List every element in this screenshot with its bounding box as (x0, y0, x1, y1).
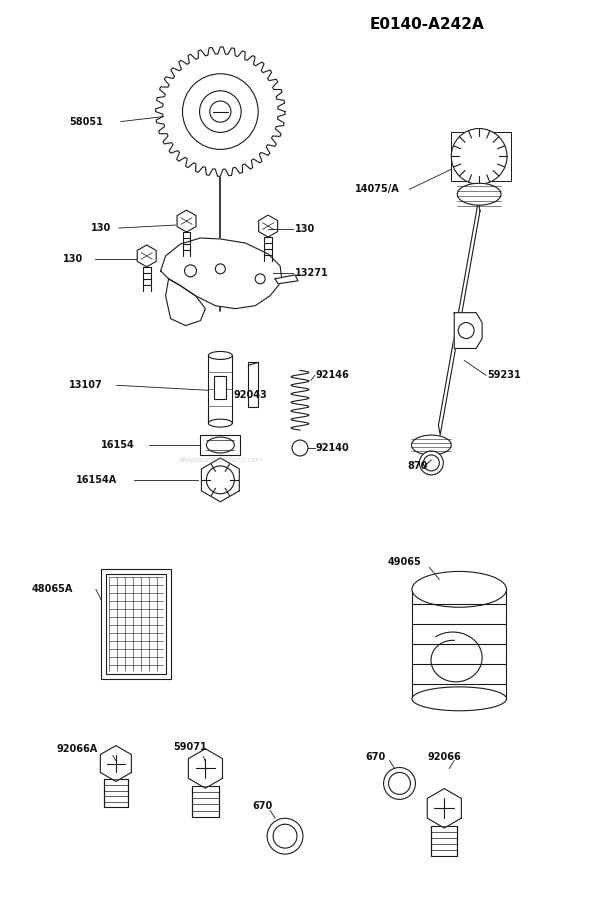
Ellipse shape (208, 419, 232, 428)
Polygon shape (427, 788, 461, 828)
Text: 58051: 58051 (69, 117, 103, 127)
Circle shape (215, 264, 225, 274)
Text: eReplacementParts.com: eReplacementParts.com (178, 457, 263, 463)
Text: 130: 130 (63, 254, 83, 264)
Circle shape (389, 772, 411, 795)
Polygon shape (188, 749, 222, 788)
Circle shape (185, 265, 196, 277)
Text: 48065A: 48065A (31, 584, 73, 594)
Text: 14075/A: 14075/A (355, 184, 399, 194)
Text: 670: 670 (366, 752, 386, 761)
Text: 92066A: 92066A (56, 743, 97, 753)
Text: 59231: 59231 (487, 371, 521, 381)
Polygon shape (156, 47, 285, 176)
Circle shape (273, 824, 297, 848)
Text: 92066: 92066 (427, 752, 461, 761)
Polygon shape (137, 245, 156, 267)
Polygon shape (166, 279, 205, 326)
Bar (451, 131, 511, 181)
Bar (412, 590, 506, 698)
Circle shape (451, 129, 507, 184)
Text: 49065: 49065 (388, 557, 421, 568)
Text: 16154A: 16154A (76, 475, 117, 485)
Ellipse shape (412, 687, 506, 711)
Polygon shape (438, 202, 480, 435)
Text: 59071: 59071 (173, 742, 207, 751)
Circle shape (458, 322, 474, 338)
Circle shape (267, 818, 303, 854)
Polygon shape (177, 210, 196, 232)
Text: 92146: 92146 (316, 371, 350, 381)
Bar (101, 570, 171, 679)
Bar (248, 363, 258, 407)
Ellipse shape (411, 435, 451, 455)
Text: 130: 130 (91, 223, 112, 233)
Text: 670: 670 (252, 801, 273, 811)
Circle shape (182, 74, 258, 149)
Bar (214, 376, 227, 400)
Polygon shape (454, 312, 482, 348)
Text: 13107: 13107 (69, 381, 103, 391)
Circle shape (255, 274, 265, 284)
Bar (431, 826, 457, 857)
Circle shape (206, 466, 234, 494)
Polygon shape (160, 238, 282, 309)
Polygon shape (258, 215, 278, 237)
Circle shape (292, 440, 308, 456)
Bar (208, 356, 232, 423)
Bar (201, 435, 240, 455)
Text: 16154: 16154 (101, 440, 135, 450)
Text: 870: 870 (408, 461, 428, 471)
Circle shape (384, 768, 415, 799)
Circle shape (419, 451, 443, 475)
Text: 92043: 92043 (233, 391, 267, 401)
Polygon shape (201, 458, 240, 502)
Polygon shape (100, 745, 132, 781)
Circle shape (210, 101, 231, 122)
Ellipse shape (457, 184, 501, 205)
Bar (104, 779, 128, 807)
Text: 92140: 92140 (316, 443, 350, 453)
Circle shape (199, 91, 241, 132)
Polygon shape (275, 274, 298, 284)
Ellipse shape (206, 437, 234, 453)
Bar (106, 574, 166, 674)
Text: E0140-A242A: E0140-A242A (370, 16, 484, 32)
Text: 130: 130 (295, 224, 315, 234)
Ellipse shape (412, 572, 506, 608)
Bar (192, 786, 218, 816)
Ellipse shape (208, 352, 232, 359)
Text: 13271: 13271 (295, 268, 329, 278)
Circle shape (424, 455, 440, 471)
